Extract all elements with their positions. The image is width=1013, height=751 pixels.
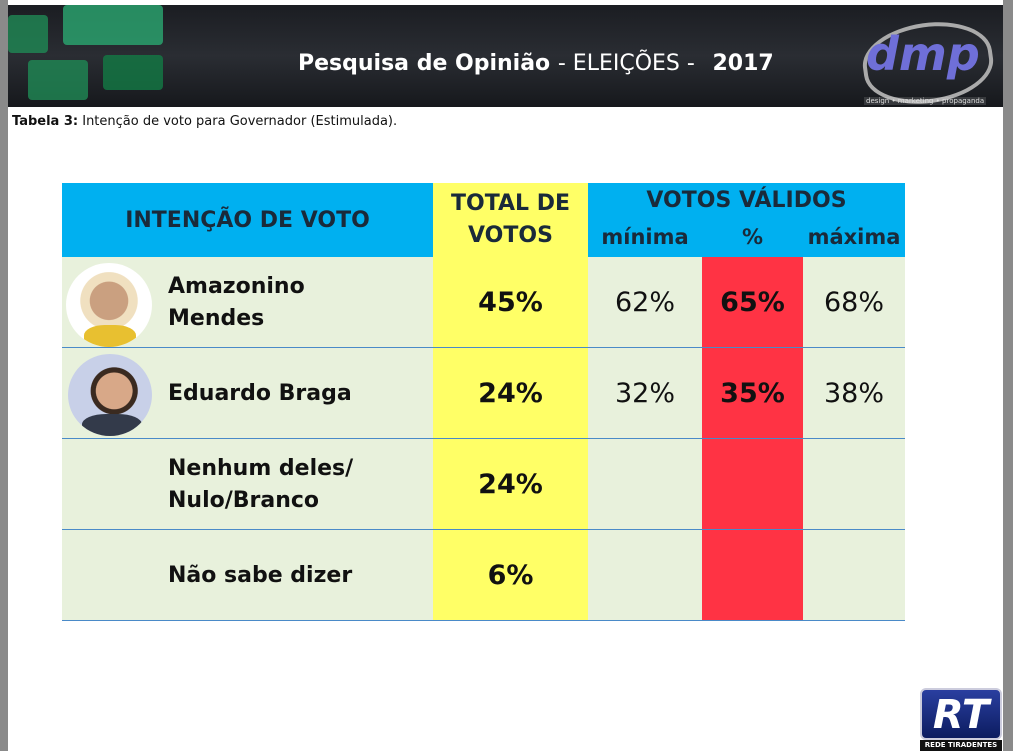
value: 68% xyxy=(823,287,884,318)
header-band: Pesquisa de Opinião - ELEIÇÕES - 2017 dm… xyxy=(8,5,1003,107)
cell-name xyxy=(62,530,433,621)
cell-max xyxy=(803,530,905,621)
cell-min xyxy=(588,348,702,439)
subtitle: - ELEIÇÕES - xyxy=(557,51,695,76)
cell-pct xyxy=(702,439,803,530)
candidate-name: Não sabe dizer xyxy=(168,562,353,588)
logo-tagline: design • marketing • propaganda xyxy=(864,97,987,105)
candidate-name: Eduardo Braga xyxy=(168,380,352,406)
cell-min xyxy=(588,530,702,621)
header-min: mínima xyxy=(588,217,702,257)
decor xyxy=(103,55,163,90)
suit xyxy=(82,414,142,436)
rt-logo: RT xyxy=(920,688,1002,740)
value: 6% xyxy=(487,560,534,591)
value: 24% xyxy=(478,378,543,409)
decor xyxy=(63,5,163,45)
value: 24% xyxy=(478,469,543,500)
cell-min xyxy=(588,257,702,348)
header-title: Pesquisa de Opinião - ELEIÇÕES - 2017 xyxy=(298,51,774,76)
header-max: máxima xyxy=(803,217,905,257)
logo: dmp xyxy=(866,27,980,81)
caption-text: Intenção de voto para Governador (Estimu… xyxy=(82,114,398,129)
value: 35% xyxy=(720,378,785,409)
caption-label: Tabela 3: xyxy=(12,114,79,129)
cell-max xyxy=(803,439,905,530)
cell-max xyxy=(803,257,905,348)
value: 38% xyxy=(823,378,884,409)
value: 65% xyxy=(720,287,785,318)
cell-total xyxy=(433,530,588,621)
cell-total xyxy=(433,348,588,439)
candidate-photo xyxy=(68,354,152,436)
header-intent: INTENÇÃO DE VOTO xyxy=(62,183,433,257)
header-valid: VOTOS VÁLIDOS xyxy=(588,183,905,217)
cell-total xyxy=(433,257,588,348)
rt-name: REDE TIRADENTES xyxy=(920,740,1002,751)
cell-max xyxy=(803,348,905,439)
value: 45% xyxy=(478,287,543,318)
cell-pct xyxy=(702,530,803,621)
value: 32% xyxy=(614,378,675,409)
decor xyxy=(28,60,88,100)
value: 62% xyxy=(614,287,675,318)
shirt xyxy=(84,325,136,347)
cell-total xyxy=(433,439,588,530)
header-total: TOTAL DE VOTOS xyxy=(433,183,588,257)
candidate-photo xyxy=(66,263,152,347)
title: Pesquisa de Opinião xyxy=(298,51,551,76)
candidate-name: Nenhum deles/ Nulo/Branco xyxy=(168,455,354,513)
cell-pct xyxy=(702,257,803,348)
year: 2017 xyxy=(712,51,774,76)
cell-name xyxy=(62,439,433,530)
cell-pct xyxy=(702,348,803,439)
header-pct: % xyxy=(702,217,803,257)
cell-min xyxy=(588,439,702,530)
caption: Tabela 3: Intenção de voto para Governad… xyxy=(12,114,397,129)
candidate-name: Amazonino Mendes xyxy=(168,273,305,331)
decor xyxy=(8,15,48,53)
